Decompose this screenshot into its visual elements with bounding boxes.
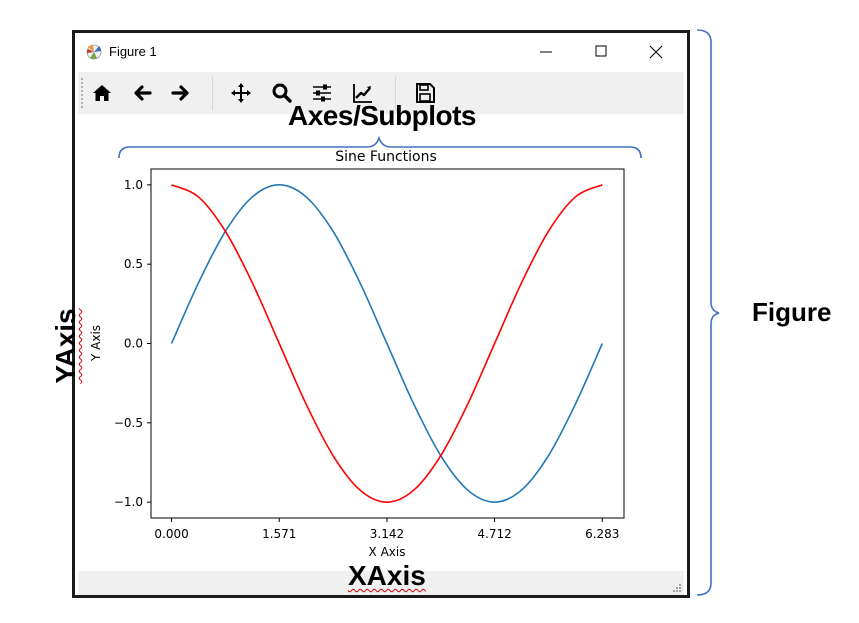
window-title: Figure 1 [109,44,157,59]
y-tick-label: 1.0 [124,178,143,192]
series-layer [170,184,604,503]
y-tick-label: 0.0 [124,337,143,351]
xaxis-annotation: XAxis [348,560,426,591]
series-line-1 [170,184,604,503]
close-icon[interactable] [643,39,669,65]
chart-title: Sine Functions [335,149,437,165]
minimize-icon[interactable] [533,39,559,65]
status-bar [78,571,684,595]
back-arrow-icon[interactable] [130,81,154,105]
navigation-toolbar [78,72,684,114]
save-icon[interactable] [413,81,437,105]
resize-grip-icon[interactable] [672,583,682,593]
forward-arrow-icon[interactable] [169,81,193,105]
y-tick-label: −0.5 [114,416,143,430]
x-tick-label: 1.571 [262,527,296,541]
zoom-icon[interactable] [270,81,294,105]
axes-bracket [118,135,642,159]
toolbar-grip [81,78,85,108]
toolbar-separator [395,76,396,110]
x-tick-label: 4.712 [477,527,511,541]
toolbar-separator [212,76,213,110]
chart: Sine Functions 0.000 1.571 3.142 4.712 6.283… [89,149,625,559]
figure-window: Figure 1 [72,30,690,598]
home-icon[interactable] [90,81,114,105]
x-ticks: 0.000 1.571 3.142 4.712 6.283 [154,518,619,541]
edit-axis-icon[interactable] [351,81,375,105]
y-axis-label: Y Axis [89,325,103,362]
x-tick-label: 6.283 [585,527,619,541]
y-tick-label: 0.5 [124,257,143,271]
pan-icon[interactable] [229,81,253,105]
maximize-icon[interactable] [588,39,614,65]
y-tick-label: −1.0 [114,495,143,509]
figure-annotation: Figure [752,297,832,327]
x-tick-label: 3.142 [370,527,404,541]
yaxis-annotation: YAxis [50,308,81,384]
configure-subplots-icon[interactable] [310,81,334,105]
x-tick-label: 0.000 [154,527,188,541]
y-ticks: 1.0 0.5 0.0 −0.5 −1.0 [114,178,151,509]
x-axis-label: X Axis [369,545,406,559]
matplotlib-logo-icon [86,44,102,60]
figure-bracket [696,29,720,596]
series-line-2 [171,184,603,503]
title-bar: Figure 1 [75,33,687,71]
axes-annotation: Axes/Subplots [288,100,476,131]
